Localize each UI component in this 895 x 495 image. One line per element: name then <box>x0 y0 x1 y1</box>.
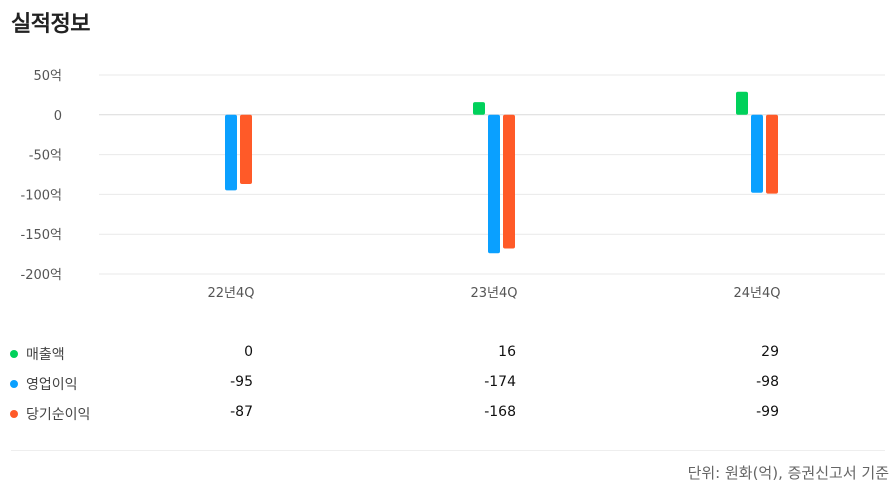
row-label: 매출액 <box>26 347 65 363</box>
performance-table: 매출액 0 16 29 영업이익 -95 -174 -98 당기순이익 -87 … <box>0 340 895 430</box>
y-tick-label: -200억 <box>21 268 62 283</box>
cell-value: 0 <box>244 344 253 360</box>
table-row-net: 당기순이익 -87 -168 -99 <box>0 400 895 430</box>
y-tick-label: -50억 <box>29 149 62 164</box>
sales-bar <box>473 102 485 115</box>
sales-legend-dot <box>10 350 18 358</box>
operating-bar <box>225 114 237 191</box>
table-row-sales: 매출액 0 16 29 <box>0 340 895 370</box>
net-bar <box>240 114 252 185</box>
x-tick-label: 24년4Q <box>733 286 780 301</box>
cell-value: -95 <box>230 374 253 390</box>
cell-value: 16 <box>498 344 516 360</box>
performance-bar-chart: 50억 0 -50억 -100억 -150억 -200억 22년4Q 23년4Q 24년4Q <box>21 69 885 301</box>
unit-note: 단위: 원화(억), 증권신고서 기준 <box>687 464 889 482</box>
y-tick-label: -100억 <box>21 188 62 203</box>
y-tick-label: -150억 <box>21 228 62 243</box>
net-bar <box>766 114 778 194</box>
page-title: 실적정보 <box>11 12 90 37</box>
operating-bar <box>751 114 763 193</box>
divider <box>11 450 885 451</box>
y-tick-label: 50억 <box>33 69 62 84</box>
operating-bar <box>488 114 500 254</box>
cell-value: -168 <box>484 404 516 420</box>
operating-legend-dot <box>10 380 18 388</box>
x-tick-label: 22년4Q <box>207 286 254 301</box>
row-label: 영업이익 <box>26 377 78 393</box>
cell-value: 29 <box>761 344 779 360</box>
y-tick-label: 0 <box>54 109 62 124</box>
table-row-operating: 영업이익 -95 -174 -98 <box>0 370 895 400</box>
cell-value: -99 <box>756 404 779 420</box>
cell-value: -98 <box>756 374 779 390</box>
net-legend-dot <box>10 410 18 418</box>
net-bar <box>503 114 515 249</box>
cell-value: -87 <box>230 404 253 420</box>
x-tick-label: 23년4Q <box>470 286 517 301</box>
row-label: 당기순이익 <box>26 407 91 423</box>
cell-value: -174 <box>484 374 516 390</box>
sales-bar <box>736 91 748 115</box>
